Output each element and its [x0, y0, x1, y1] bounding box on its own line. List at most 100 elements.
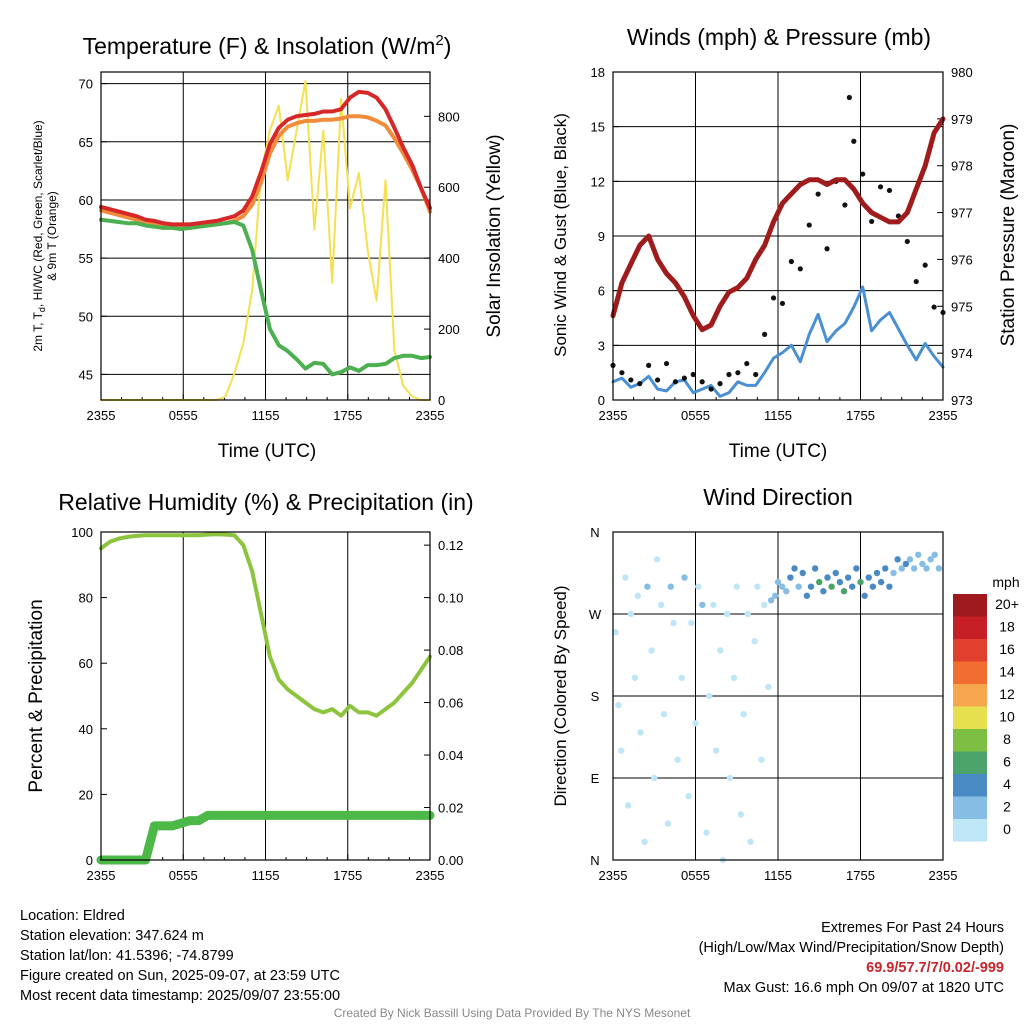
gust-point [708, 386, 714, 392]
gust-point [654, 377, 661, 383]
legend-label: 2 [1003, 799, 1011, 815]
direction-point [828, 583, 835, 590]
direction-point [902, 560, 910, 568]
direction-point [627, 610, 635, 618]
direction-point [699, 601, 706, 609]
recent-timestamp: Most recent data timestamp: 2025/09/07 2… [20, 988, 341, 1004]
direction-x-tick-label: 0555 [681, 868, 710, 883]
winds-x-tick-label: 1155 [764, 408, 792, 423]
winds-frame [612, 71, 944, 401]
direction-legend-title: mph [992, 574, 1019, 590]
direction-point [678, 674, 685, 681]
direction-point [641, 838, 648, 845]
humidity-y2-tick-label: 0.06 [438, 696, 463, 711]
direction-point [618, 747, 625, 754]
temperature-plot: 2355 0555 1155 1755 2355 45 50 55 60 65 70 0 200 400 6… [79, 71, 460, 423]
precipitation-line [96, 810, 435, 865]
gust-point [770, 295, 777, 301]
humidity-y2-tick-label: 0.12 [438, 538, 463, 553]
direction-point [767, 597, 775, 604]
winds-y-tick-label: 6 [598, 284, 605, 299]
direction-point [783, 588, 790, 595]
direction-y-tick-label: N [590, 853, 599, 868]
direction-point [634, 592, 641, 599]
direction-point [836, 578, 844, 586]
humidity-x-tick-label: 0555 [169, 868, 198, 883]
legend-label: 14 [999, 664, 1015, 680]
legend-swatch [953, 706, 987, 729]
legend-label: 0 [1003, 821, 1011, 837]
gust-point [646, 362, 652, 368]
direction-point [660, 711, 668, 718]
gust-point [851, 138, 857, 144]
direction-point [906, 556, 914, 563]
extremes-info: Extremes For Past 24 Hours (High/Low/Max… [699, 918, 1004, 998]
humidity-x-tick-label: 1755 [333, 868, 362, 883]
temperature-x-tick-label: 1155 [252, 408, 280, 423]
winds-x-tick-label: 0555 [681, 408, 710, 423]
winds-plot: 2355 0555 1155 1755 235503691215189739749759… [591, 65, 973, 423]
humidity-ylabel: Percent & Precipitation [26, 599, 47, 792]
legend-swatch [953, 819, 987, 842]
direction-point [723, 610, 731, 618]
humidity-y2-tick-label: 0.00 [438, 853, 463, 868]
direction-legend: 20+ 18 16 14 12 10 8 6 4 2 0 [953, 594, 1019, 842]
direction-point [737, 811, 745, 818]
humidity-x-tick-label: 2355 [416, 868, 445, 883]
direction-point [717, 647, 724, 654]
direction-y-tick-label: S [591, 689, 600, 704]
direction-point [811, 565, 819, 572]
legend-swatch [953, 774, 987, 797]
extremes-values: 69.9/57.7/7/0.02/-999 [866, 960, 1004, 976]
humidity-y-tick-label: 40 [79, 722, 93, 737]
direction-point [685, 793, 692, 800]
max-gust-point [846, 94, 852, 101]
temperature-y-tick-label: 70 [79, 77, 93, 92]
direction-point [733, 583, 740, 590]
direction-point [674, 756, 681, 763]
legend-label: 8 [1003, 731, 1011, 747]
temperature-y2-y-tick-label: 800 [438, 109, 460, 124]
winds-y2-y-tick-label: 979 [951, 112, 973, 127]
direction-point [637, 729, 644, 736]
humidity-x-tick-label: 1155 [252, 868, 280, 883]
humidity-y2-tick-label: 0.02 [438, 801, 463, 816]
gust-point [744, 360, 750, 367]
gust-point [806, 222, 812, 228]
direction-point [816, 578, 823, 586]
humidity-plot: 2355 0555 1155 1755 23550204060801000.000.02… [71, 525, 463, 883]
gust-point [797, 266, 803, 272]
legend-label: 10 [999, 709, 1015, 725]
winds-y2label: Station Pressure (Maroon) [998, 124, 1019, 347]
winds-y2-y-tick-label: 980 [951, 65, 973, 80]
legend-label: 16 [999, 641, 1015, 657]
direction-point [840, 588, 848, 595]
gust-point [788, 258, 794, 265]
gust-point [681, 375, 687, 381]
direction-point [703, 829, 710, 836]
direction-point [651, 774, 658, 782]
direction-x-tick-label: 2355 [599, 868, 628, 883]
winds-x-tick-label: 2355 [929, 408, 958, 423]
temperature-y2-y-tick-label: 0 [438, 393, 445, 408]
direction-y-tick-label: N [590, 525, 599, 540]
legend-label: 20+ [995, 596, 1019, 612]
direction-point [898, 565, 905, 572]
direction-point [832, 569, 839, 577]
direction-point [761, 601, 768, 609]
direction-point [861, 592, 868, 599]
extremes-title: Extremes For Past 24 Hours [821, 920, 1004, 936]
winds-title: Winds (mph) & Pressure (mb) [627, 24, 931, 50]
temperature-y2-y-tick-label: 600 [438, 180, 460, 195]
wind-speed-line [611, 285, 945, 398]
direction-point [820, 588, 827, 595]
direction-point [754, 583, 761, 590]
direction-point [787, 574, 794, 581]
temperature-x-tick-label: 2355 [87, 408, 116, 423]
temperature-y-tick-label: 45 [79, 367, 93, 382]
direction-point [927, 556, 934, 563]
gust-point [815, 191, 821, 197]
humidity-y2-tick-label: 0.10 [438, 591, 463, 606]
gust-point [672, 379, 679, 385]
